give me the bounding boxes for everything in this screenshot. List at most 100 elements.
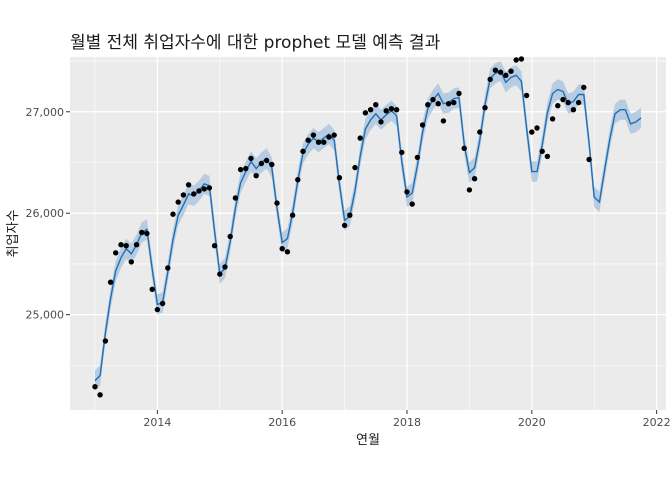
data-point: [227, 233, 233, 240]
x-tick-label: 2016: [268, 416, 296, 429]
data-point: [560, 96, 566, 103]
chart-title: 월별 전체 취업자수에 대한 prophet 모델 예측 결과: [70, 33, 441, 53]
data-point: [128, 259, 134, 265]
data-point: [154, 306, 161, 313]
data-point: [248, 155, 254, 162]
data-point: [269, 161, 275, 168]
data-point: [217, 271, 223, 277]
data-point: [565, 99, 571, 106]
data-point: [555, 103, 561, 109]
observed-points: [92, 56, 592, 398]
data-point: [471, 176, 478, 182]
data-point: [518, 56, 525, 62]
data-point: [159, 300, 166, 307]
data-point: [508, 68, 514, 74]
data-point: [133, 242, 140, 248]
data-point: [258, 160, 265, 167]
data-point: [586, 156, 592, 163]
data-point: [466, 187, 473, 193]
y-tick-label: 26,000: [26, 207, 65, 220]
y-axis-label: 취업자수: [6, 210, 21, 258]
data-point: [284, 249, 291, 255]
x-tick-label: 2022: [643, 416, 671, 429]
data-point: [393, 107, 400, 113]
data-point: [404, 189, 410, 195]
data-point: [347, 212, 353, 218]
data-point: [503, 72, 509, 79]
data-point: [435, 101, 441, 107]
data-point: [341, 222, 348, 229]
data-point: [201, 186, 207, 192]
data-point: [144, 230, 150, 237]
data-point: [253, 173, 259, 179]
data-point: [451, 99, 457, 106]
data-point: [425, 102, 431, 108]
data-point: [263, 157, 270, 164]
data-point: [513, 57, 519, 63]
data-point: [243, 165, 249, 172]
data-point: [196, 188, 202, 194]
data-point: [180, 192, 187, 198]
y-axis-ticks: 25,000 26,000 27,000: [26, 106, 70, 322]
data-point: [107, 279, 114, 285]
data-point: [581, 84, 587, 91]
x-tick-label: 2018: [393, 416, 421, 429]
data-point: [430, 96, 436, 103]
data-point: [482, 105, 488, 111]
data-point: [544, 153, 551, 160]
x-axis-label: 연월: [356, 433, 380, 448]
data-point: [331, 132, 337, 138]
data-point: [295, 177, 301, 183]
data-point: [534, 125, 540, 131]
data-point: [461, 145, 467, 151]
data-point: [102, 338, 109, 344]
data-point: [92, 384, 98, 390]
data-point: [383, 108, 389, 114]
data-point: [378, 119, 384, 125]
data-point: [279, 246, 285, 252]
x-tick-label: 2014: [143, 416, 171, 429]
y-tick-label: 27,000: [26, 106, 65, 119]
data-point: [445, 101, 452, 107]
data-point: [362, 110, 369, 116]
x-axis-ticks: 2014 2016 2018 2020 2022: [143, 410, 671, 429]
data-point: [575, 99, 582, 106]
forecast-line: [94, 70, 642, 382]
data-point: [206, 185, 213, 191]
data-point: [237, 166, 244, 173]
data-point: [175, 199, 181, 205]
data-point: [414, 154, 421, 161]
data-point: [97, 392, 103, 398]
data-point: [305, 137, 311, 143]
data-point: [419, 122, 426, 128]
data-point: [326, 134, 332, 140]
data-point: [274, 200, 280, 206]
data-point: [477, 129, 483, 135]
data-point: [367, 107, 374, 113]
data-point: [118, 242, 124, 248]
data-point: [487, 76, 493, 83]
data-point: [497, 69, 504, 75]
data-point: [456, 90, 462, 97]
data-point: [399, 149, 405, 156]
data-point: [149, 286, 155, 292]
data-point: [570, 107, 577, 113]
x-tick-label: 2020: [518, 416, 546, 429]
data-point: [315, 139, 322, 145]
data-point: [191, 191, 197, 197]
data-point: [357, 135, 363, 141]
data-point: [185, 182, 192, 188]
data-point: [170, 211, 176, 217]
data-point: [373, 102, 379, 108]
data-point: [321, 139, 327, 145]
data-point: [539, 148, 545, 154]
data-point: [352, 164, 358, 171]
data-point: [409, 201, 415, 207]
data-point: [440, 118, 447, 124]
data-point: [165, 265, 171, 271]
data-point: [492, 67, 499, 73]
data-point: [211, 243, 218, 249]
data-point: [113, 250, 119, 256]
data-point: [549, 116, 556, 122]
